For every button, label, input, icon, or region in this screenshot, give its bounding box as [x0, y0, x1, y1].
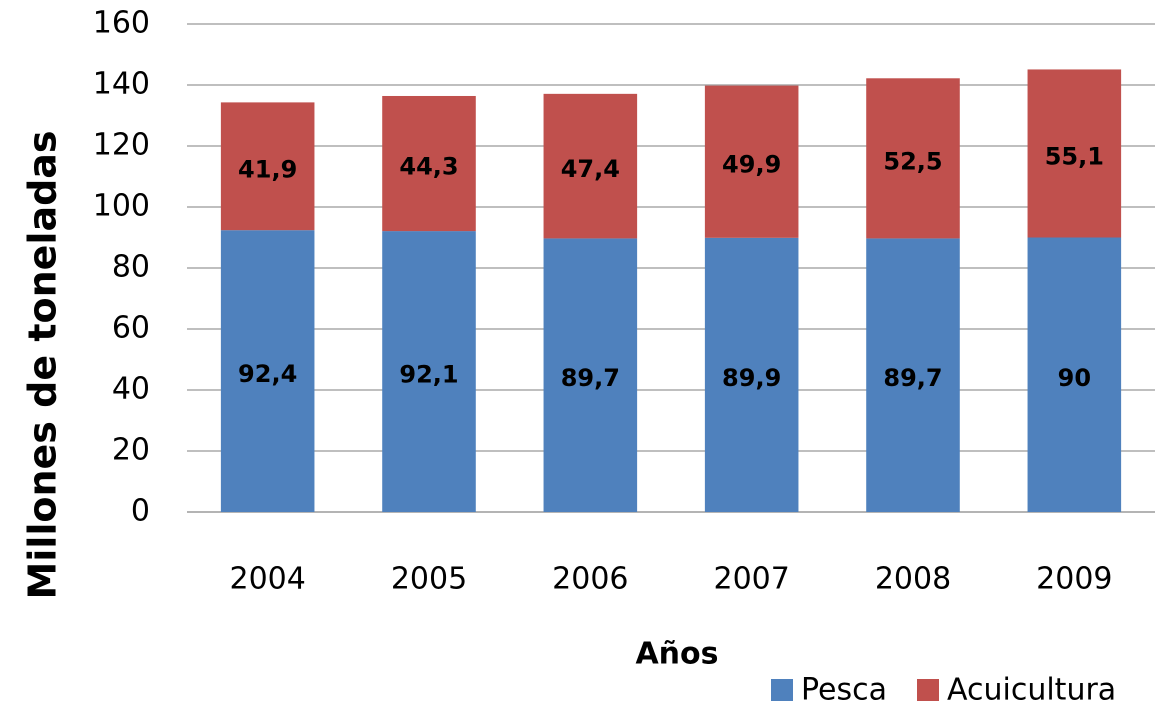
data-label: 89,9 — [722, 364, 781, 392]
x-tick-label: 2008 — [875, 562, 951, 597]
data-label: 92,1 — [399, 361, 458, 389]
y-tick-label: 0 — [131, 494, 150, 529]
y-tick-label: 120 — [93, 128, 150, 163]
y-tick-label: 40 — [112, 372, 150, 407]
legend-swatch — [771, 679, 793, 701]
x-tick-label: 2005 — [391, 562, 467, 597]
legend-label: Pesca — [801, 673, 887, 708]
bar-segment — [220, 102, 315, 231]
bar-segment — [866, 78, 960, 239]
data-label: 44,3 — [399, 153, 458, 181]
y-axis-title: Millones de toneladas — [21, 130, 65, 599]
x-tick-label: 2006 — [552, 562, 628, 597]
data-label: 89,7 — [561, 364, 620, 392]
data-label: 90 — [1058, 364, 1091, 392]
x-tick-label: 2004 — [229, 562, 305, 597]
data-label: 92,4 — [238, 360, 297, 388]
y-tick-label: 100 — [93, 189, 150, 224]
x-tick-label: 2009 — [1036, 562, 1112, 597]
bar-segment — [382, 231, 476, 512]
bar-segment — [1027, 69, 1122, 238]
data-label: 89,7 — [883, 364, 942, 392]
data-label: 52,5 — [883, 147, 942, 175]
bar-segment — [866, 238, 960, 513]
bar-segment — [1027, 237, 1122, 512]
bar-segment — [220, 230, 315, 512]
x-tick-label: 2007 — [713, 562, 789, 597]
data-label: 49,9 — [722, 151, 781, 179]
y-tick-label: 60 — [112, 311, 150, 346]
data-label: 55,1 — [1045, 142, 1104, 170]
legend-swatch — [917, 679, 939, 701]
y-tick-label: 160 — [93, 6, 150, 41]
y-tick-label: 20 — [112, 433, 150, 468]
data-label: 47,4 — [561, 155, 620, 183]
bar-segment — [382, 95, 476, 232]
y-tick-label: 80 — [112, 250, 150, 285]
x-axis-title: Años — [635, 637, 718, 672]
bar-segment — [704, 237, 799, 512]
data-label: 41,9 — [238, 155, 297, 183]
bar-segment — [704, 85, 799, 238]
y-tick-label: 140 — [93, 67, 150, 102]
legend-label: Acuicultura — [947, 673, 1116, 708]
bar-segment — [543, 238, 638, 513]
bar-segment — [543, 93, 638, 239]
